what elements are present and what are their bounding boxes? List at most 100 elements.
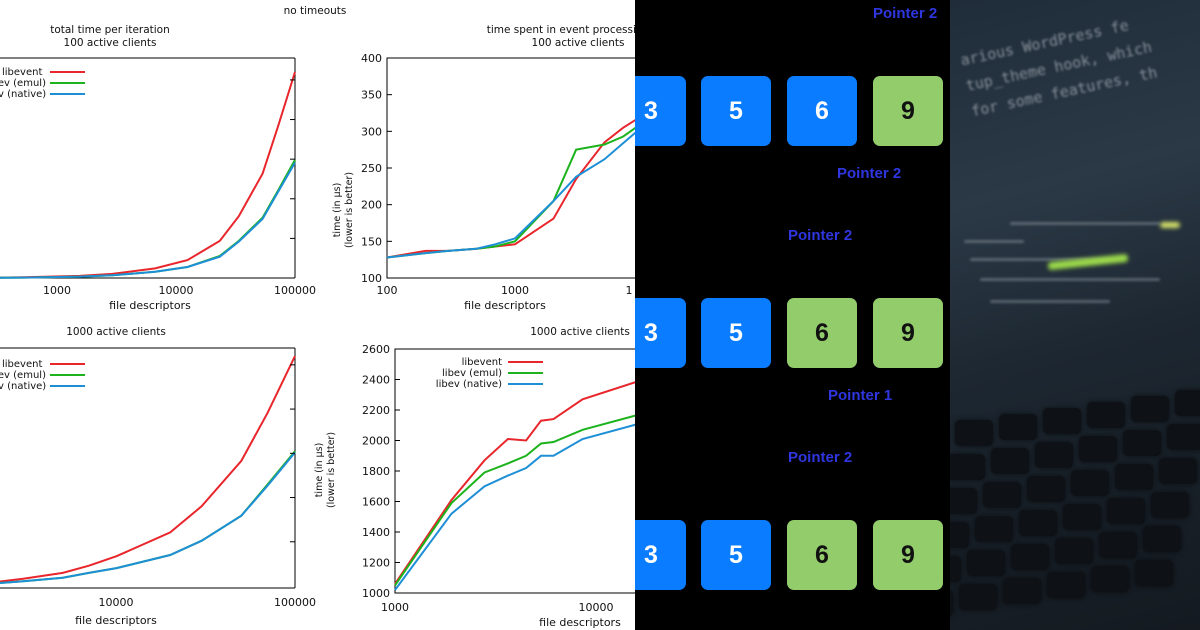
pointer-label-1: Pointer 2: [873, 5, 938, 22]
chart-top-right-title-1: time spent in event processing: [487, 24, 635, 36]
chart-bottom-right-ylabel-1: time (in µs): [314, 443, 325, 498]
chart-top-left: total time per iteration 100 active clie…: [0, 24, 316, 312]
chart-bottom-right-ytick-2000: 2000: [362, 435, 390, 448]
chart-top-right-title-2: 100 active clients: [532, 37, 625, 49]
chart-top-right-ytick-350: 350: [361, 89, 382, 102]
chart-top-right-series-libevent: [386, 119, 635, 259]
keyboard-key: [950, 454, 985, 480]
keyboard-key: [1167, 424, 1200, 450]
chart-top-right: time spent in event processing 100 activ…: [332, 24, 635, 312]
chart-top-right-series-native: [386, 131, 635, 259]
pointer-label-5: Pointer 2: [788, 449, 853, 466]
chart-bottom-right-title: 1000 active clients: [530, 326, 630, 338]
keyboard-key: [967, 550, 1005, 576]
chart-top-right-ytick-300: 300: [361, 125, 382, 138]
chart-bottom-left-series-emul: [0, 450, 296, 584]
keyboard-key: [1159, 458, 1197, 484]
chart-bottom-right-legend-libevent: libevent: [462, 357, 502, 368]
chart-bottom-right-ytick-2400: 2400: [362, 374, 390, 387]
chart-top-right-ytick-150: 150: [361, 235, 382, 248]
charts-panel: no timeouts total time per iteration 100…: [0, 5, 635, 629]
charts-svg: no timeouts total time per iteration 100…: [0, 5, 635, 629]
chart-top-right-ytick-250: 250: [361, 162, 382, 175]
chart-bottom-left-legend-emul: libev (emul): [0, 370, 46, 381]
keyboard-key: [1099, 532, 1137, 558]
array-tile-6: 6: [787, 76, 857, 146]
pointer-label-2: Pointer 2: [837, 165, 902, 182]
chart-top-right-xlabel: file descriptors: [464, 299, 546, 312]
chart-bottom-left-series-libevent: [0, 355, 296, 583]
chart-bottom-left-legend-libevent: libevent: [2, 359, 42, 370]
keyboard-key: [1019, 510, 1057, 536]
chart-bottom-right-xlabel: file descriptors: [539, 616, 621, 629]
chart-top-left-title-1: total time per iteration: [50, 24, 170, 36]
chart-bottom-right-ytick-1000: 1000: [362, 587, 390, 600]
pointer-label-3: Pointer 2: [788, 227, 853, 244]
photo-blur-line: [964, 240, 1024, 243]
chart-top-left-series-native: [0, 162, 296, 279]
array-tile-5: 5: [701, 76, 771, 146]
chart-bottom-right-legend-native: libev (native): [436, 379, 502, 390]
chart-bottom-right-xtick-10000: 10000: [579, 601, 614, 614]
photo-blur-line: [980, 278, 1160, 281]
keyboard-key: [1115, 464, 1153, 490]
chart-top-left-legend-emul: libev (emul): [0, 78, 46, 89]
chart-bottom-left-title: 1000 active clients: [66, 326, 166, 338]
chart-top-left-xtick-10000: 10000: [159, 284, 194, 297]
header-title: no timeouts: [284, 5, 347, 17]
chart-top-right-xtick-1000: 1000: [501, 284, 529, 297]
chart-bottom-left-xtick-10000: 10000: [99, 596, 134, 609]
keyboard-key: [1043, 408, 1081, 434]
chart-top-left-xlabel: file descriptors: [109, 299, 191, 312]
keyboard-key: [1087, 402, 1125, 428]
array-tile-9: 9: [873, 520, 943, 590]
chart-bottom-right-series-emul: [394, 414, 635, 586]
array-tile-9: 9: [873, 298, 943, 368]
laptop-photo: arious WordPress fe tup_theme hook, whic…: [950, 0, 1200, 630]
chart-bottom-right-series-libevent: [394, 381, 635, 585]
keyboard-key: [975, 516, 1013, 542]
chart-bottom-right-ytick-2200: 2200: [362, 404, 390, 417]
chart-bottom-right-ytick-1400: 1400: [362, 526, 390, 539]
keyboard-key: [1135, 560, 1173, 586]
array-tile-6: 6: [787, 298, 857, 368]
array-tile-9: 9: [873, 76, 943, 146]
chart-bottom-right-ytick-2600: 2600: [362, 343, 390, 356]
chart-top-left-xtick-1000: 1000: [43, 284, 71, 297]
chart-bottom-right-ylabel-2: (lower is better): [326, 432, 337, 508]
chart-bottom-right-xtick-1000: 1000: [381, 601, 409, 614]
keyboard-key: [1011, 544, 1049, 570]
photo-blur-line: [990, 300, 1110, 303]
array-tile-5: 5: [701, 520, 771, 590]
chart-bottom-right-ytick-1200: 1200: [362, 557, 390, 570]
chart-top-right-ylabel-1: time (in µs): [332, 183, 343, 238]
chart-top-left-series-emul: [0, 159, 296, 279]
keyboard-key: [1107, 498, 1145, 524]
pointer-label-4: Pointer 1: [828, 387, 893, 404]
keyboard-key: [1143, 526, 1181, 552]
chart-bottom-right-series-native: [394, 423, 635, 591]
photo-progress-glow: [1047, 253, 1129, 271]
chart-top-right-ytick-100: 100: [361, 272, 382, 285]
chart-top-left-series-libevent: [0, 71, 296, 279]
chart-top-right-series-emul: [386, 126, 635, 259]
keyboard-key: [959, 584, 997, 610]
keyboard-key: [1047, 572, 1085, 598]
chart-bottom-right-ytick-1800: 1800: [362, 465, 390, 478]
array-tile-6: 6: [787, 520, 857, 590]
keyboard-key: [991, 448, 1029, 474]
chart-bottom-left-xtick-100000: 100000: [274, 596, 316, 609]
chart-top-left-legend-libevent: libevent: [2, 67, 42, 78]
pointer-diagram-panel: Pointer 2 Pointer 2 Pointer 2 Pointer 1 …: [635, 0, 950, 630]
keyboard-key: [1123, 430, 1161, 456]
photo-blur-line: [1010, 222, 1160, 225]
keyboard-key: [1079, 436, 1117, 462]
photo-blur-line: [970, 258, 1110, 261]
keyboard-key: [1027, 476, 1065, 502]
keyboard-key: [1151, 492, 1189, 518]
chart-top-right-ytick-200: 200: [361, 199, 382, 212]
keyboard-key: [950, 590, 953, 616]
keyboard-key: [1055, 538, 1093, 564]
chart-bottom-right-legend-emul: libev (emul): [442, 368, 502, 379]
chart-top-right-ytick-400: 400: [361, 52, 382, 65]
